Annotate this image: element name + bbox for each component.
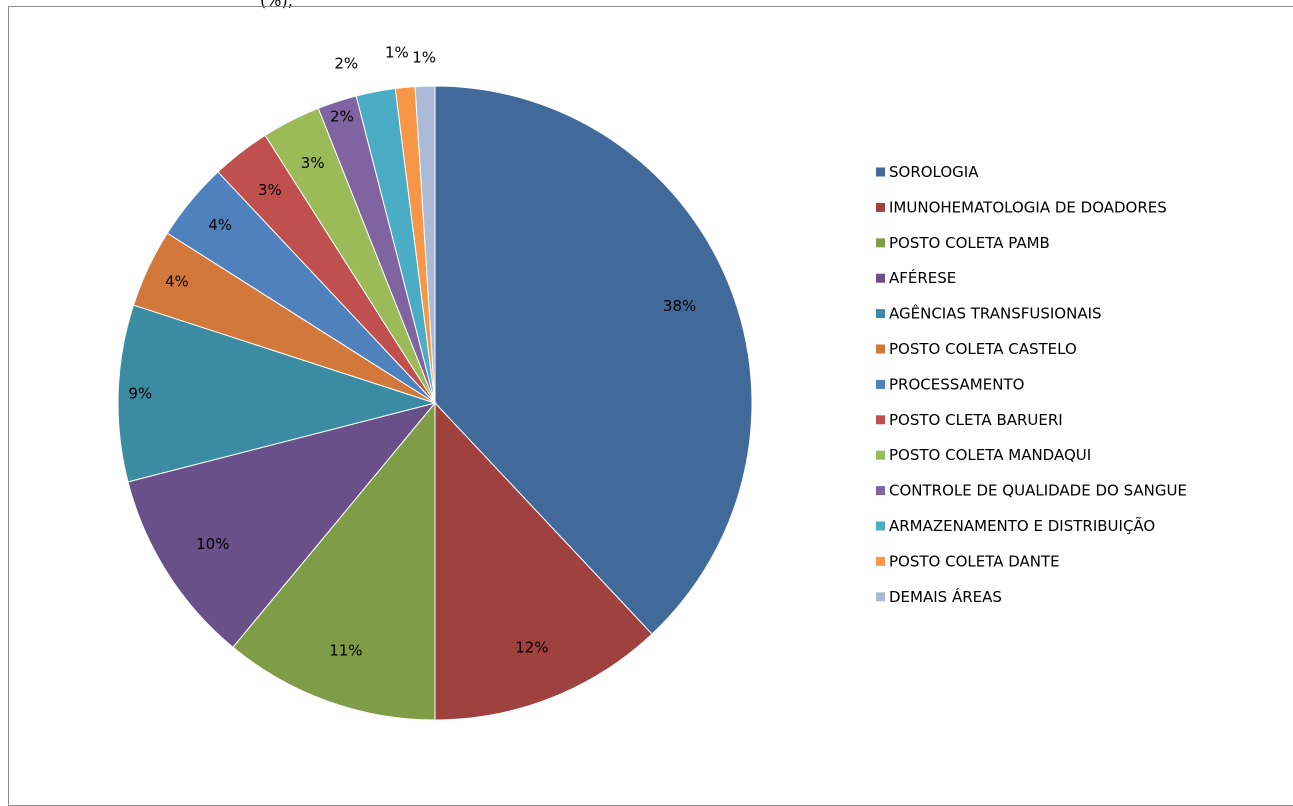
- pie-data-label: 9%: [128, 385, 152, 403]
- legend-item-label: SOROLOGIA: [889, 163, 979, 181]
- legend-item-label: ARMAZENAMENTO E DISTRIBUIÇÃO: [889, 516, 1155, 535]
- legend-swatch: [876, 556, 885, 566]
- pie-data-label: 4%: [208, 216, 232, 234]
- pie-slice: [117, 304, 437, 483]
- pie-data-label: 11%: [329, 642, 362, 660]
- legend-swatch: [876, 592, 885, 602]
- legend-swatch: [876, 167, 885, 177]
- pie-slice: [232, 401, 436, 721]
- legend-swatch: [876, 238, 885, 248]
- legend-swatch: [876, 344, 885, 354]
- pie-data-label: 4%: [165, 273, 189, 291]
- legend-item-label: AGÊNCIAS TRANSFUSIONAIS: [889, 304, 1102, 323]
- legend-item-label: POSTO COLETA MANDAQUI: [889, 446, 1091, 464]
- legend-swatch: [876, 486, 885, 496]
- legend-swatch: [876, 379, 885, 389]
- legend-item-label: POSTO COLETA PAMB: [889, 234, 1050, 252]
- pie-data-label: 12%: [515, 639, 548, 657]
- pie-slice: [434, 85, 753, 635]
- pie-data-label: 3%: [258, 181, 282, 199]
- legend-item-label: AFÉRESE: [889, 268, 956, 287]
- pie-data-labels: 38% 12% 11% 10% 9% 4% 4% 3% 3% 2% 2% 1% 1%: [128, 44, 696, 660]
- legend-item-label: POSTO CLETA BARUERI: [889, 411, 1063, 429]
- pie-slice: [127, 402, 437, 648]
- legend-swatch: [876, 450, 885, 460]
- legend-item-label: PROCESSAMENTO: [889, 375, 1024, 393]
- legend-swatch: [876, 415, 885, 425]
- legend-item-label: POSTO COLETA CASTELO: [889, 340, 1077, 358]
- legend-item-label: POSTO COLETA DANTE: [889, 552, 1060, 570]
- legend-swatch: [876, 309, 885, 319]
- pie-data-label: 2%: [330, 108, 354, 126]
- partial-header-text: (%),: [260, 0, 293, 10]
- pie-slices: [117, 85, 753, 721]
- pie-slice: [434, 401, 653, 721]
- legend-item-label: IMUNOHEMATOLOGIA DE DOADORES: [889, 198, 1167, 216]
- pie-data-label: 10%: [196, 535, 229, 553]
- legend-item-label: DEMAIS ÁREAS: [889, 587, 1002, 606]
- pie-data-label: 38%: [663, 297, 696, 315]
- pie-slice: [414, 85, 436, 404]
- legend-swatch: [876, 521, 885, 531]
- legend-swatch: [876, 202, 885, 212]
- pie-data-label: 2%: [334, 55, 358, 73]
- legend-swatch: [876, 273, 885, 283]
- legend-item-label: CONTROLE DE QUALIDADE DO SANGUE: [889, 482, 1187, 500]
- pie-data-label: 3%: [301, 154, 325, 172]
- pie-data-label: 1%: [385, 44, 409, 62]
- legend: SOROLOGIA IMUNOHEMATOLOGIA DE DOADORES POS…: [876, 163, 1187, 606]
- pie-data-label: 1%: [412, 49, 436, 67]
